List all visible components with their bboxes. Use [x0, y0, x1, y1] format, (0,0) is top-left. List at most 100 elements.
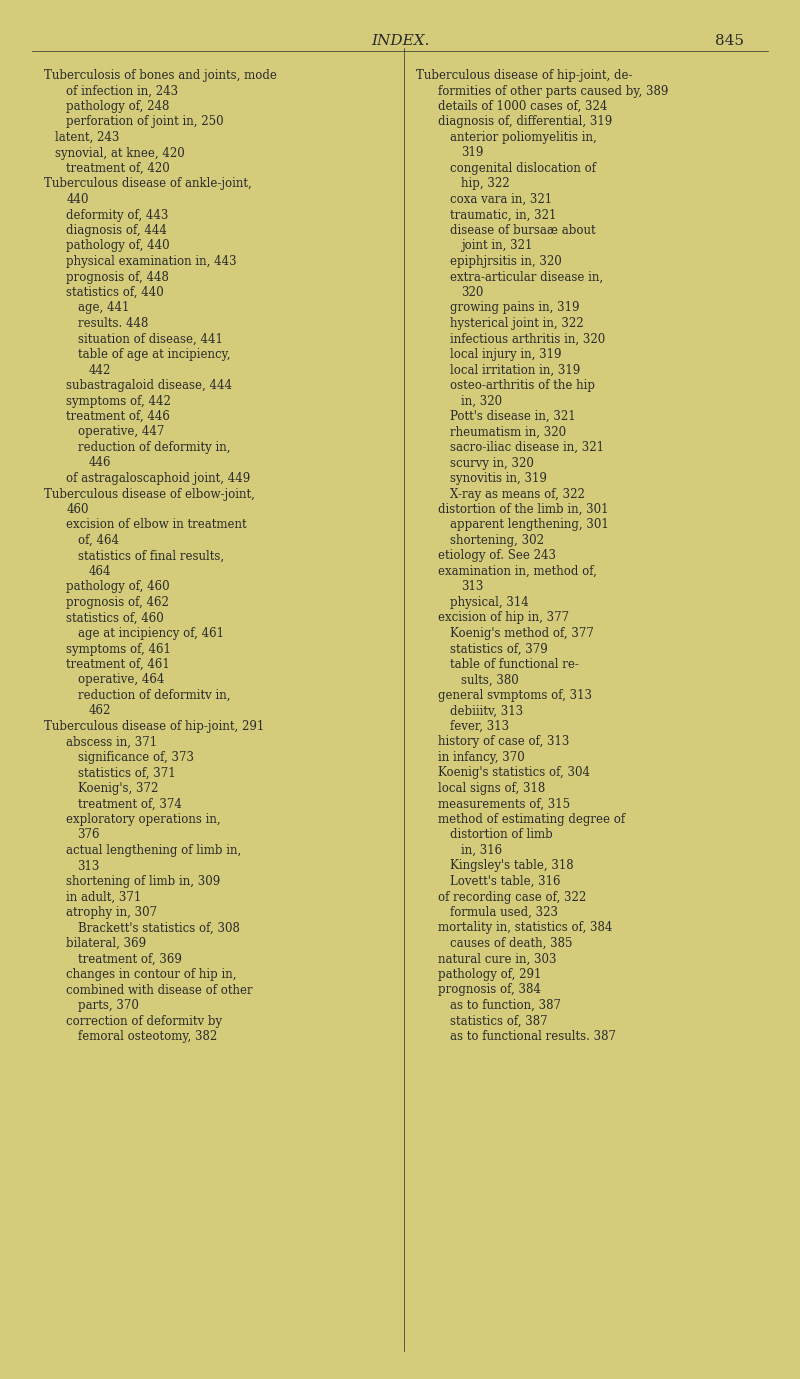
Text: as to functional results. 387: as to functional results. 387 — [450, 1030, 616, 1043]
Text: history of case of, 313: history of case of, 313 — [438, 735, 570, 749]
Text: in infancy, 370: in infancy, 370 — [438, 752, 525, 764]
Text: 320: 320 — [461, 285, 483, 299]
Text: pathology of, 440: pathology of, 440 — [66, 240, 170, 252]
Text: atrophy in, 307: atrophy in, 307 — [66, 906, 158, 918]
Text: symptoms of, 461: symptoms of, 461 — [66, 643, 171, 655]
Text: apparent lengthening, 301: apparent lengthening, 301 — [450, 519, 608, 531]
Text: statistics of, 379: statistics of, 379 — [450, 643, 547, 655]
Text: debiiitv, 313: debiiitv, 313 — [450, 705, 522, 717]
Text: disease of bursaæ about: disease of bursaæ about — [450, 223, 595, 237]
Text: age, 441: age, 441 — [78, 302, 129, 314]
Text: statistics of, 371: statistics of, 371 — [78, 767, 175, 779]
Text: coxa vara in, 321: coxa vara in, 321 — [450, 193, 552, 205]
Text: significance of, 373: significance of, 373 — [78, 752, 194, 764]
Text: formities of other parts caused by, 389: formities of other parts caused by, 389 — [438, 84, 669, 98]
Text: etiology of. See 243: etiology of. See 243 — [438, 549, 557, 563]
Text: 313: 313 — [461, 581, 483, 593]
Text: Kingsley's table, 318: Kingsley's table, 318 — [450, 859, 574, 873]
Text: subastragaloid disease, 444: subastragaloid disease, 444 — [66, 379, 233, 392]
Text: table of functional re-: table of functional re- — [450, 658, 578, 672]
Text: Koenig's, 372: Koenig's, 372 — [78, 782, 158, 796]
Text: sacro-iliac disease in, 321: sacro-iliac disease in, 321 — [450, 441, 604, 454]
Text: shortening, 302: shortening, 302 — [450, 534, 544, 547]
Text: abscess in, 371: abscess in, 371 — [66, 735, 158, 749]
Text: congenital dislocation of: congenital dislocation of — [450, 161, 595, 175]
Text: Tuberculosis of bones and joints, mode: Tuberculosis of bones and joints, mode — [44, 69, 277, 81]
Text: correction of deformitv by: correction of deformitv by — [66, 1015, 222, 1027]
Text: treatment of, 369: treatment of, 369 — [78, 953, 182, 965]
Text: distortion of limb: distortion of limb — [450, 829, 552, 841]
Text: 440: 440 — [66, 193, 89, 205]
Text: joint in, 321: joint in, 321 — [461, 240, 532, 252]
Text: synovial, at knee, 420: synovial, at knee, 420 — [55, 146, 185, 160]
Text: infectious arthritis in, 320: infectious arthritis in, 320 — [450, 332, 605, 346]
Text: 464: 464 — [89, 565, 111, 578]
Text: local irritation in, 319: local irritation in, 319 — [450, 364, 580, 376]
Text: sults, 380: sults, 380 — [461, 673, 518, 687]
Text: Koenig's statistics of, 304: Koenig's statistics of, 304 — [438, 767, 590, 779]
Text: 446: 446 — [89, 456, 111, 469]
Text: rheumatism in, 320: rheumatism in, 320 — [450, 426, 566, 439]
Text: growing pains in, 319: growing pains in, 319 — [450, 302, 579, 314]
Text: as to function, 387: as to function, 387 — [450, 998, 561, 1012]
Text: perforation of joint in, 250: perforation of joint in, 250 — [66, 116, 224, 128]
Text: in adult, 371: in adult, 371 — [66, 891, 142, 903]
Text: 460: 460 — [66, 503, 89, 516]
Text: femoral osteotomy, 382: femoral osteotomy, 382 — [78, 1030, 217, 1043]
Text: 442: 442 — [89, 364, 111, 376]
Text: pathology of, 291: pathology of, 291 — [438, 968, 542, 980]
Text: 319: 319 — [461, 146, 483, 160]
Text: exploratory operations in,: exploratory operations in, — [66, 814, 221, 826]
Text: mortality in, statistics of, 384: mortality in, statistics of, 384 — [438, 921, 613, 935]
Text: changes in contour of hip in,: changes in contour of hip in, — [66, 968, 237, 980]
Text: treatment of, 446: treatment of, 446 — [66, 410, 170, 423]
Text: situation of disease, 441: situation of disease, 441 — [78, 332, 222, 346]
Text: of recording case of, 322: of recording case of, 322 — [438, 891, 586, 903]
Text: latent, 243: latent, 243 — [55, 131, 119, 143]
Text: extra-articular disease in,: extra-articular disease in, — [450, 270, 602, 284]
Text: scurvy in, 320: scurvy in, 320 — [450, 456, 534, 469]
Text: statistics of, 460: statistics of, 460 — [66, 611, 164, 625]
Text: bilateral, 369: bilateral, 369 — [66, 936, 146, 950]
Text: Tuberculous disease of hip-joint, 291: Tuberculous disease of hip-joint, 291 — [44, 720, 264, 734]
Text: general svmptoms of, 313: general svmptoms of, 313 — [438, 690, 593, 702]
Text: fever, 313: fever, 313 — [450, 720, 509, 734]
Text: excision of hip in, 377: excision of hip in, 377 — [438, 611, 570, 625]
Text: examination in, method of,: examination in, method of, — [438, 565, 598, 578]
Text: INDEX.: INDEX. — [370, 34, 430, 48]
Text: Lovett's table, 316: Lovett's table, 316 — [450, 876, 560, 888]
Text: physical, 314: physical, 314 — [450, 596, 528, 610]
Text: 313: 313 — [78, 859, 100, 873]
Text: treatment of, 461: treatment of, 461 — [66, 658, 170, 672]
Text: reduction of deformity in,: reduction of deformity in, — [78, 441, 230, 454]
Text: physical examination in, 443: physical examination in, 443 — [66, 255, 237, 268]
Text: 845: 845 — [715, 34, 744, 48]
Text: formula used, 323: formula used, 323 — [450, 906, 558, 918]
Text: pathology of, 248: pathology of, 248 — [66, 101, 170, 113]
Text: synovitis in, 319: synovitis in, 319 — [450, 472, 546, 485]
Text: Pott's disease in, 321: Pott's disease in, 321 — [450, 410, 575, 423]
Text: reduction of deformitv in,: reduction of deformitv in, — [78, 690, 230, 702]
Text: Tuberculous disease of elbow-joint,: Tuberculous disease of elbow-joint, — [44, 488, 255, 501]
Text: deformity of, 443: deformity of, 443 — [66, 208, 169, 222]
Text: shortening of limb in, 309: shortening of limb in, 309 — [66, 876, 221, 888]
Text: osteo-arthritis of the hip: osteo-arthritis of the hip — [450, 379, 594, 392]
Text: operative, 447: operative, 447 — [78, 426, 164, 439]
Text: statistics of final results,: statistics of final results, — [78, 549, 224, 563]
Text: parts, 370: parts, 370 — [78, 998, 138, 1012]
Text: symptoms of, 442: symptoms of, 442 — [66, 394, 171, 408]
Text: causes of death, 385: causes of death, 385 — [450, 936, 572, 950]
Text: X-ray as means of, 322: X-ray as means of, 322 — [450, 488, 585, 501]
Text: traumatic, in, 321: traumatic, in, 321 — [450, 208, 556, 222]
Text: local signs of, 318: local signs of, 318 — [438, 782, 546, 796]
Text: of, 464: of, 464 — [78, 534, 118, 547]
Text: Tuberculous disease of hip-joint, de-: Tuberculous disease of hip-joint, de- — [416, 69, 633, 81]
Text: details of 1000 cases of, 324: details of 1000 cases of, 324 — [438, 101, 608, 113]
Text: results. 448: results. 448 — [78, 317, 148, 330]
Text: 376: 376 — [78, 829, 100, 841]
Text: measurements of, 315: measurements of, 315 — [438, 797, 570, 811]
Text: excision of elbow in treatment: excision of elbow in treatment — [66, 519, 247, 531]
Text: prognosis of, 384: prognosis of, 384 — [438, 983, 542, 997]
Text: diagnosis of, differential, 319: diagnosis of, differential, 319 — [438, 116, 613, 128]
Text: in, 316: in, 316 — [461, 844, 502, 856]
